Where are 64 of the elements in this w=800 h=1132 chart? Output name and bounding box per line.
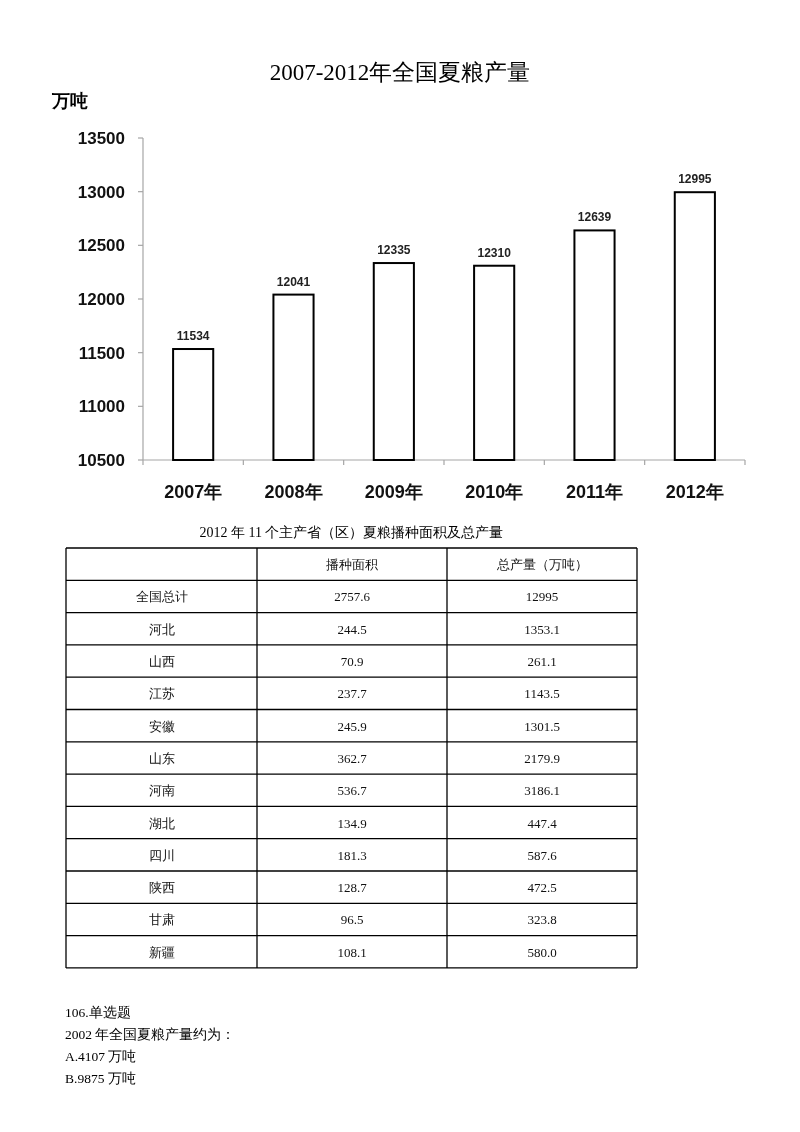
category-label: 新疆 (148, 945, 175, 960)
data-label: 244.5 (337, 621, 367, 637)
data-label: 12335 (377, 243, 411, 258)
data-label: 108.1 (337, 944, 367, 960)
data-label: 362.7 (337, 750, 368, 766)
data-label: 447.4 (527, 815, 558, 831)
data-label: 536.7 (337, 783, 368, 799)
data-label: 587.6 (527, 847, 558, 863)
text: 106.单选题 (65, 1005, 131, 1020)
category-label: 全国总计 (135, 590, 188, 605)
data-label: 96.5 (340, 912, 364, 928)
data-label: 11534 (176, 329, 210, 344)
x-tick-label: 2009年 (364, 482, 423, 502)
data-label: 181.3 (337, 847, 367, 863)
category-label: 湖北 (148, 816, 175, 831)
text: B.9875 万吨 (65, 1071, 136, 1086)
data-label: 134.9 (337, 815, 367, 831)
x-tick-label: 2012年 (665, 482, 724, 502)
data-label: 12639 (577, 210, 612, 225)
data-label: 3186.1 (524, 783, 560, 799)
data-label: 323.8 (527, 912, 557, 928)
y-tick-label: 12500 (77, 236, 125, 256)
category-label: 河北 (148, 622, 175, 637)
x-tick-label: 2010年 (465, 482, 524, 502)
y-tick-label: 11500 (78, 343, 125, 363)
category-label: 江苏 (148, 687, 175, 702)
data-label: 12310 (477, 245, 512, 260)
data-label: 472.5 (527, 880, 557, 896)
text: 2002 年全国夏粮产量约为： (65, 1027, 236, 1042)
category-label: 四川 (148, 848, 175, 863)
y-axis-title: 万吨 (51, 91, 88, 111)
data-label: 12995 (678, 172, 712, 187)
category-label: 河南 (148, 784, 175, 799)
text: 总产量（万吨） (495, 558, 588, 573)
data-label: 1143.5 (524, 686, 560, 702)
text: 2012 年 11 个主产省（区）夏粮播种面积及总产量 (199, 525, 504, 540)
data-label: 1353.1 (524, 621, 560, 637)
data-label: 580.0 (527, 944, 557, 960)
data-label: 245.9 (337, 718, 367, 734)
text: 播种面积 (326, 558, 378, 573)
data-label: 12995 (525, 589, 559, 605)
chart-title: 2007-2012年全国夏粮产量 (269, 60, 531, 85)
y-tick-label: 10500 (77, 451, 125, 470)
category-label: 陕西 (148, 881, 175, 896)
data-label: 128.7 (337, 880, 368, 896)
data-label: 237.7 (337, 686, 368, 702)
x-tick-label: 2008年 (264, 482, 323, 502)
category-label: 山西 (148, 655, 175, 670)
data-label: 1301.5 (524, 718, 560, 734)
data-label: 70.9 (340, 654, 364, 670)
category-label: 安徽 (148, 718, 175, 734)
y-tick-label: 13500 (77, 129, 125, 148)
y-tick-label: 11000 (78, 397, 125, 417)
category-label: 甘肃 (148, 913, 175, 928)
y-tick-label: 12000 (77, 290, 125, 309)
text: A.4107 万吨 (65, 1049, 137, 1064)
data-label: 2757.6 (334, 589, 371, 605)
data-label: 2179.9 (524, 750, 560, 766)
x-tick-label: 2011年 (565, 482, 624, 502)
category-label: 山东 (148, 751, 175, 766)
y-tick-label: 13000 (77, 182, 125, 202)
x-tick-label: 2007年 (164, 482, 223, 502)
data-label: 261.1 (527, 654, 557, 670)
data-label: 12041 (276, 274, 311, 289)
